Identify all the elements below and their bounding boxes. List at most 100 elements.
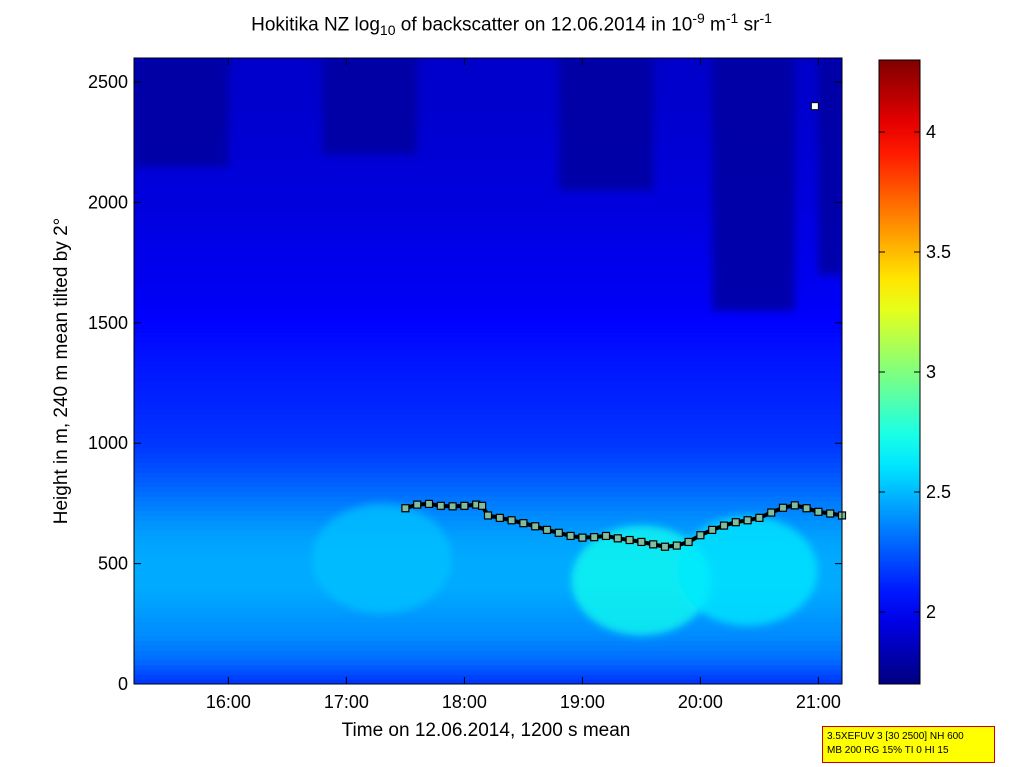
heat-band (134, 168, 842, 175)
heat-band (134, 312, 842, 319)
heat-band (134, 380, 842, 386)
layer-point (637, 537, 646, 547)
heat-band (134, 226, 842, 232)
layer-point (743, 516, 752, 525)
y-axis-label: Height in m, 240 m mean tilted by 2° (51, 218, 72, 524)
heat-band (134, 346, 842, 353)
layer-point (566, 531, 575, 541)
heat-band (134, 384, 842, 391)
x-tick-label: 16:00 (206, 692, 251, 712)
heat-band (134, 279, 842, 285)
layer-point (590, 533, 599, 542)
heat-band (134, 611, 842, 618)
heat-band (134, 616, 842, 622)
heat-band (134, 360, 842, 367)
heat-band (134, 288, 842, 295)
heat-band (134, 664, 842, 671)
heat-band (134, 269, 842, 276)
heat-band (134, 110, 842, 117)
layer-point (613, 534, 622, 543)
backscatter-heatmap (134, 58, 842, 684)
heat-band (134, 587, 842, 594)
heat-band (134, 413, 842, 420)
heat-band (134, 351, 842, 358)
bright-region (677, 515, 818, 626)
colorbar-tick-label: 2 (926, 602, 936, 622)
heat-band (134, 274, 842, 281)
x-tick-label: 21:00 (796, 692, 841, 712)
heat-band (134, 370, 842, 377)
heat-band (134, 115, 842, 122)
heat-band (134, 187, 842, 194)
clear-sky-region (712, 58, 795, 311)
y-tick-label: 2000 (88, 192, 128, 212)
y-axis: 0 500 1000 1500 2000 2500 (88, 72, 842, 694)
y-tick-label: 0 (118, 674, 128, 694)
heat-band (134, 148, 842, 155)
heat-band (134, 173, 842, 179)
heat-band (134, 519, 842, 526)
heat-band (134, 592, 842, 598)
heat-band (134, 182, 842, 189)
clear-sky-region (134, 58, 229, 167)
heat-band (134, 327, 842, 333)
heat-band (134, 177, 842, 184)
heat-band (134, 230, 842, 237)
heat-band (134, 124, 842, 131)
heat-band (134, 539, 842, 545)
heat-band (134, 62, 842, 69)
heat-band (134, 341, 842, 348)
clear-sky-region (322, 58, 418, 155)
heat-band (134, 100, 842, 107)
heat-band (134, 553, 842, 560)
heat-band (134, 572, 842, 579)
heat-band (134, 558, 842, 565)
heat-band (134, 644, 842, 651)
layer-point (554, 528, 563, 537)
layer-point (601, 531, 611, 541)
heat-band (134, 192, 842, 199)
y-tick-label: 500 (98, 554, 128, 574)
heat-band (134, 620, 842, 627)
colorbar-tick-label: 2.5 (926, 482, 951, 502)
heat-band (134, 153, 842, 160)
heat-band (134, 466, 842, 473)
heat-band (134, 500, 842, 507)
heat-band (134, 365, 842, 372)
heat-band (134, 524, 842, 531)
y-tick-label: 1500 (88, 313, 128, 333)
heat-band (134, 221, 842, 228)
heat-band (134, 476, 842, 483)
heat-band (134, 216, 842, 223)
layer-point (672, 541, 681, 550)
heat-band (134, 375, 842, 382)
heat-band (134, 659, 842, 666)
heat-band (134, 331, 842, 338)
heat-band (134, 264, 842, 271)
heat-band (134, 399, 842, 406)
layer-point (660, 542, 670, 551)
heat-band (134, 293, 842, 300)
layer-point (755, 513, 764, 522)
heat-band (134, 394, 842, 401)
heat-band (134, 81, 842, 88)
heat-band (134, 76, 842, 83)
x-tick-label: 19:00 (560, 692, 605, 712)
heat-band (134, 283, 842, 290)
heat-band (134, 245, 842, 252)
heat-band (134, 86, 842, 93)
layer-point (531, 522, 540, 531)
layer-point (708, 525, 717, 535)
aerosol-layer-line (401, 499, 847, 551)
white-marker (810, 102, 819, 111)
heat-band (134, 654, 842, 661)
layer-point (778, 503, 788, 512)
layer-point (424, 499, 434, 509)
heat-band (134, 577, 842, 584)
clear-sky-region (818, 58, 842, 275)
x-tick-label: 17:00 (324, 692, 369, 712)
heat-band (134, 481, 842, 488)
heat-band (134, 447, 842, 454)
heat-band (134, 240, 842, 247)
heat-band (134, 158, 842, 165)
